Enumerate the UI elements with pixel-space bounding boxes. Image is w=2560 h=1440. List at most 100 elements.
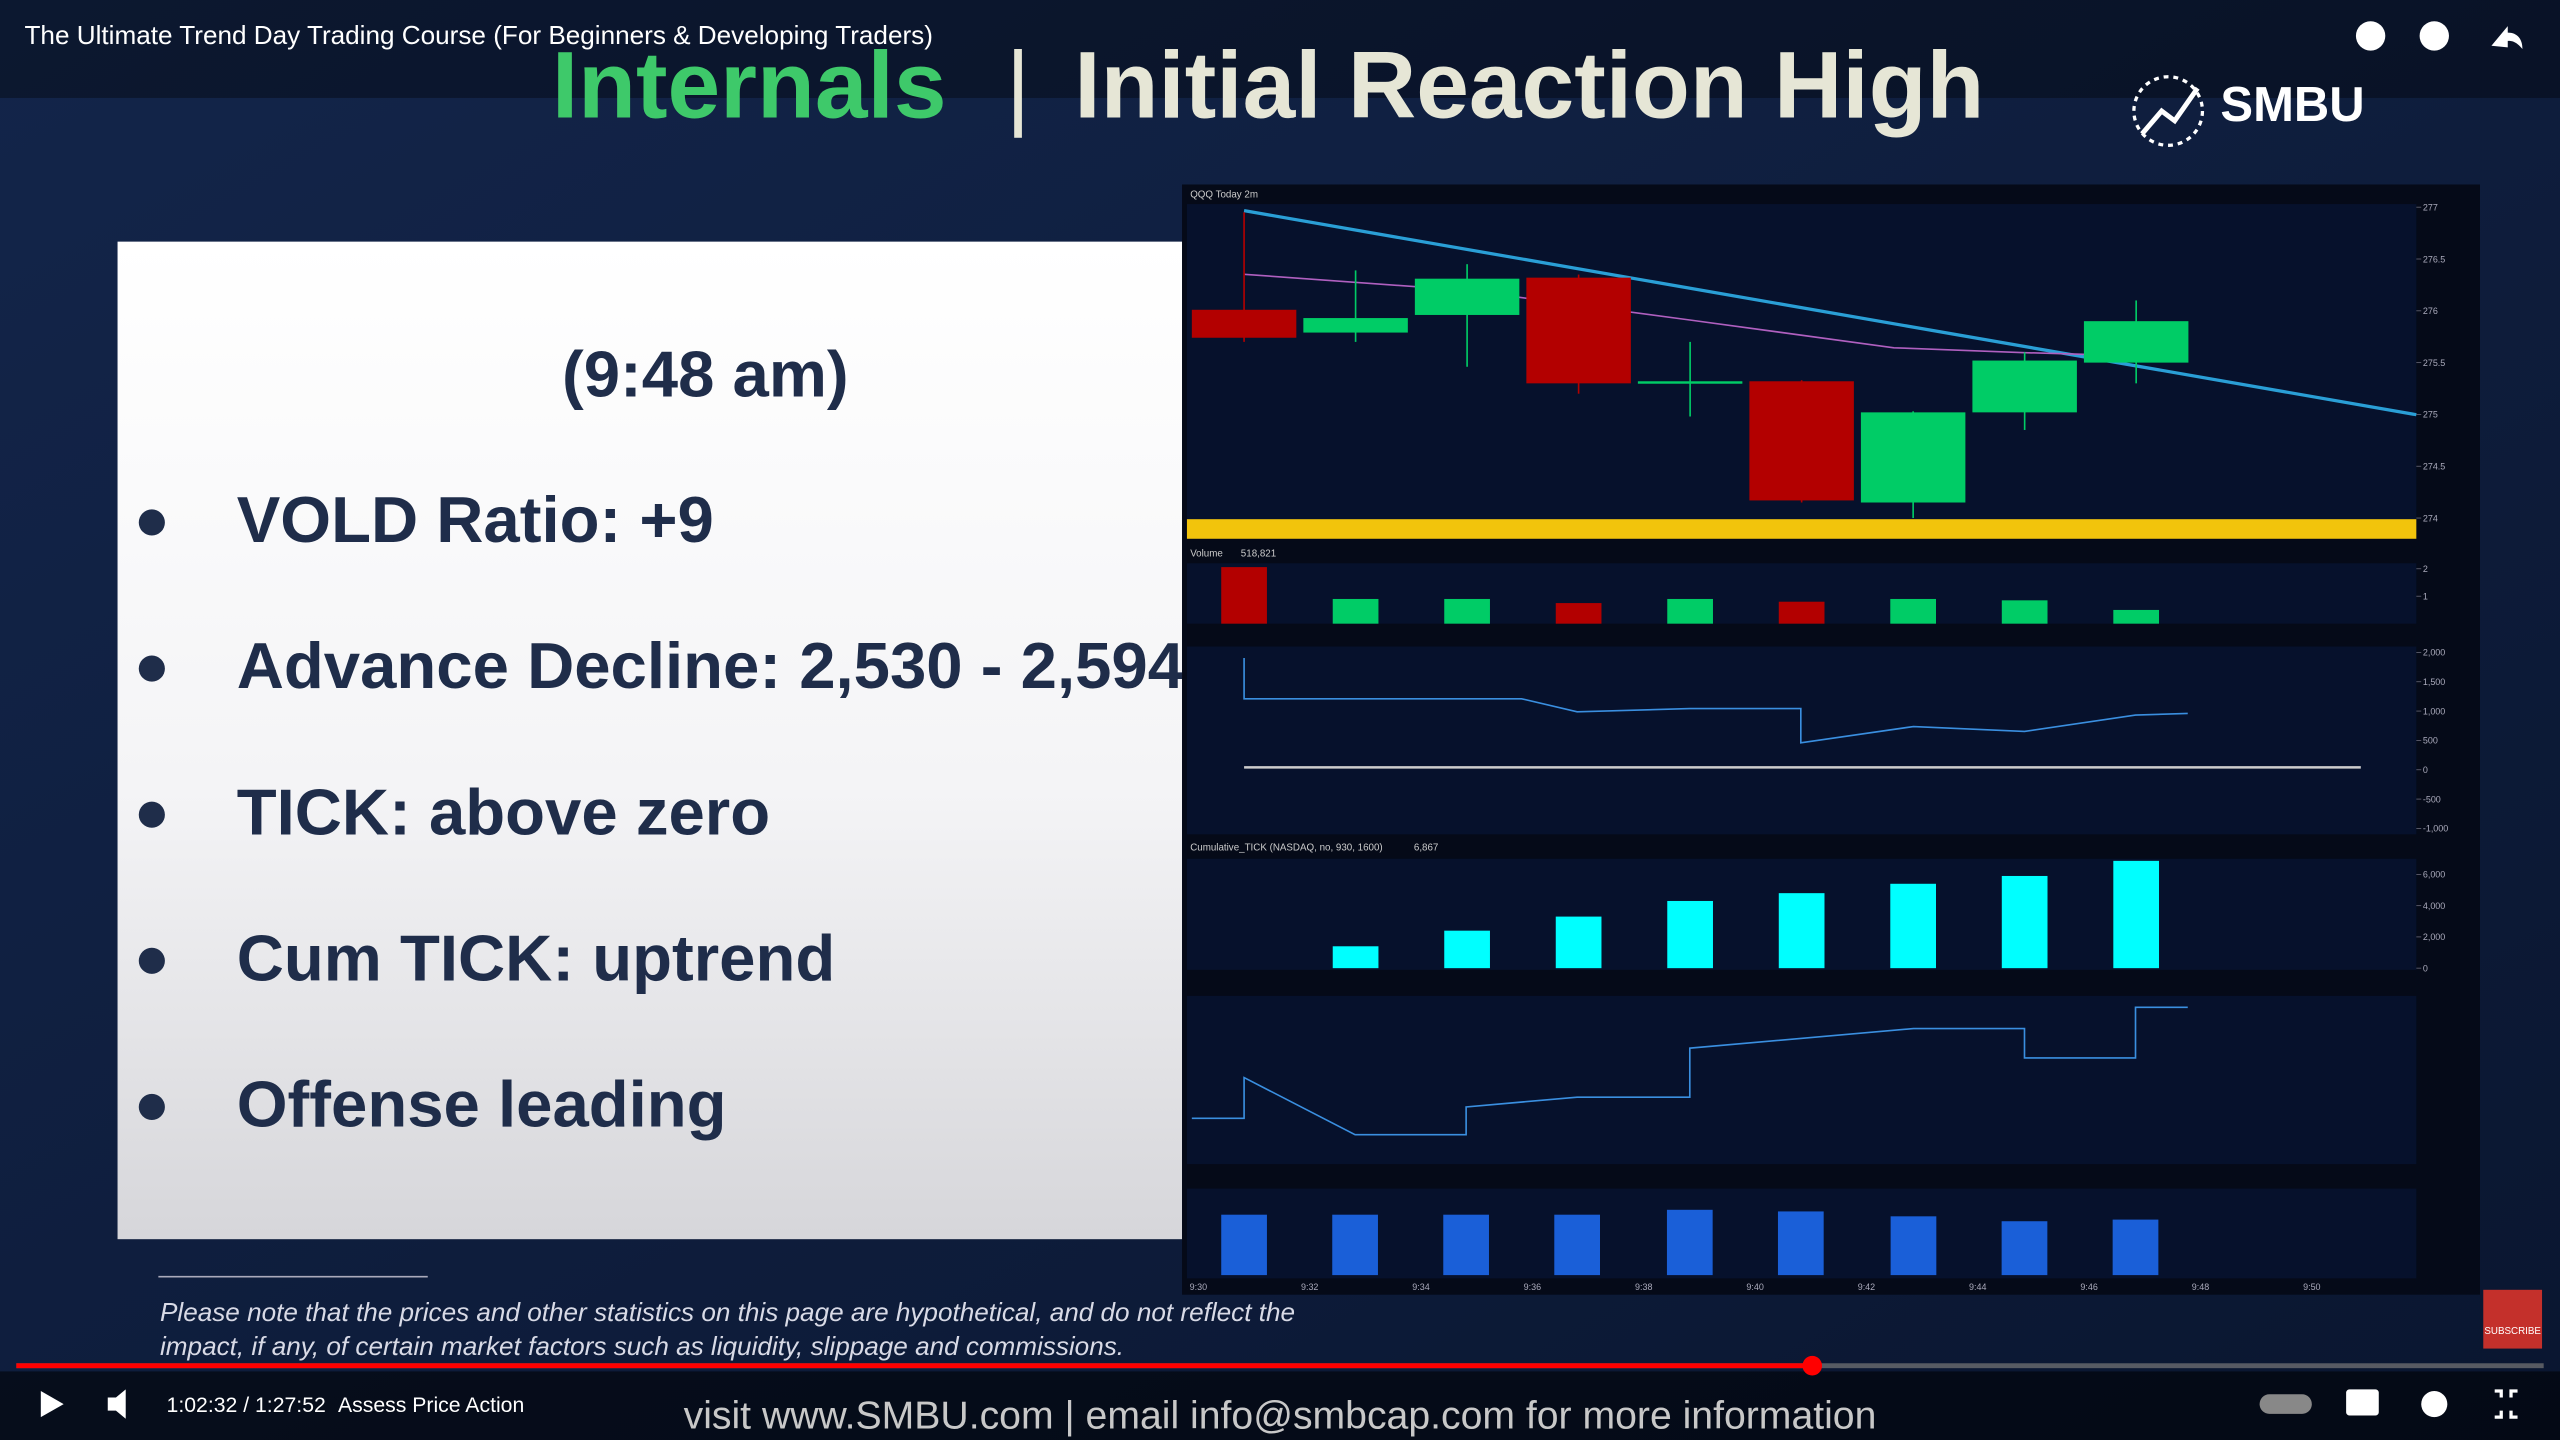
y-tick-label: 0 xyxy=(2423,963,2428,973)
x-tick-label: 9:38 xyxy=(1635,1282,1652,1292)
chart-marks: 277 276.5 276 275.5 275 274.5 274 2 1 2,000 1,500 1… xyxy=(1190,202,2449,1291)
y-tick-label: -500 xyxy=(2423,794,2441,804)
y-tick-label: 274.5 xyxy=(2423,462,2445,472)
y-tick-label: 4,000 xyxy=(2423,901,2445,911)
bullet-list: VOLD Ratio: +9 Advance Decline: 2,530 - 2… xyxy=(138,483,1184,1141)
x-tick-label: 9:36 xyxy=(1524,1282,1541,1292)
y-tick-label: 0 xyxy=(2423,765,2428,775)
disclaimer-line: impact, if any, of certain market factor… xyxy=(160,1331,1124,1361)
logo-text: SMBU xyxy=(2220,78,2364,132)
x-tick-label: 9:48 xyxy=(2192,1282,2209,1292)
trend-line xyxy=(1243,209,2417,417)
bullet-text: Advance Decline: 2,530 - 2,594 xyxy=(237,629,1184,702)
autoplay-toggle[interactable] xyxy=(2259,1394,2312,1414)
volume-bar xyxy=(1890,598,1937,624)
settings-button[interactable] xyxy=(2421,1391,2448,1418)
vold-bar xyxy=(1443,1214,1489,1276)
cum-tick-last: 6,867 xyxy=(1414,843,1438,854)
vold-bar xyxy=(1332,1214,1378,1276)
candle-body xyxy=(1637,381,1743,384)
x-tick-label: 9:30 xyxy=(1190,1282,1207,1292)
x-tick-label: 9:50 xyxy=(2303,1282,2320,1292)
video-title: The Ultimate Trend Day Trading Course (F… xyxy=(24,20,932,50)
y-tick-label: 2,000 xyxy=(2423,648,2445,658)
y-tick-label: 275.5 xyxy=(2423,358,2445,368)
vold-bar xyxy=(1554,1214,1600,1276)
candle-body xyxy=(1972,360,2077,413)
bullet-dot xyxy=(138,801,165,828)
volume-header: Volume xyxy=(1190,549,1223,560)
bullet-dot xyxy=(138,655,165,682)
vold-bar xyxy=(1666,1209,1713,1276)
vold-bars xyxy=(1221,1209,2159,1276)
candle-body xyxy=(1414,278,1520,315)
x-tick-label: 9:34 xyxy=(1412,1282,1429,1292)
watch-later-button[interactable] xyxy=(2419,21,2449,51)
logo-arrow xyxy=(2140,86,2200,136)
y-tick-label: 275 xyxy=(2423,410,2438,420)
y-tick-label: 274 xyxy=(2423,513,2438,523)
y-tick-label: 1 xyxy=(2423,591,2428,601)
progress-played[interactable] xyxy=(16,1363,1813,1369)
cum-tick-bar xyxy=(1667,900,1713,969)
cum-tick-bar xyxy=(2001,875,2048,969)
cum-tick-bar xyxy=(1555,916,1602,969)
cum-tick-bar xyxy=(2113,860,2160,969)
comparison-line xyxy=(1191,1006,2188,1136)
slide-footer: visit www.SMBU.com | email info@smbcap.c… xyxy=(684,1395,1877,1438)
vold-bar xyxy=(1777,1211,1824,1276)
candle-body xyxy=(1526,277,1631,384)
chapter-title[interactable]: Assess Price Action xyxy=(338,1394,524,1417)
controls-bar xyxy=(0,1371,2560,1440)
subscribe-label[interactable]: SUBSCRIBE xyxy=(2484,1326,2541,1337)
x-tick-label: 9:32 xyxy=(1301,1282,1318,1292)
share-button[interactable] xyxy=(2491,26,2523,49)
info-button[interactable] xyxy=(2355,21,2386,51)
captions-button[interactable] xyxy=(2346,1389,2379,1416)
volume-button[interactable] xyxy=(107,1389,126,1419)
y-tick-label: 1,000 xyxy=(2423,706,2445,716)
x-tick-label: 9:46 xyxy=(2080,1282,2097,1292)
exit-fullscreen-button[interactable] xyxy=(2494,1389,2518,1419)
subscribe-button[interactable] xyxy=(2483,1289,2543,1349)
y-tick-label: 2 xyxy=(2423,564,2428,574)
volume-bar xyxy=(1332,598,1379,624)
vold-bar xyxy=(2001,1221,2048,1276)
price-header: QQQ Today 2m xyxy=(1190,190,1258,201)
slide-title-left: Internals xyxy=(552,33,947,139)
candle-body xyxy=(1191,309,1297,338)
candle-body xyxy=(1749,381,1854,501)
volume-last: 518,821 xyxy=(1241,549,1276,560)
x-tick-label: 9:42 xyxy=(1858,1282,1875,1292)
logo-icon xyxy=(2132,75,2205,147)
top-shade xyxy=(0,0,2560,98)
vold-bar xyxy=(2112,1219,2159,1276)
bullet-text: TICK: above zero xyxy=(237,775,770,848)
candle-body xyxy=(1860,412,1966,503)
slide-title-right: Initial Reaction High xyxy=(1074,33,1984,139)
volume-bar xyxy=(1667,598,1713,624)
x-tick-label: 9:40 xyxy=(1746,1282,1763,1292)
play-button[interactable] xyxy=(40,1391,64,1418)
bullet-text: Offense leading xyxy=(237,1068,727,1141)
time-display: 1:02:32 / 1:27:52 xyxy=(167,1394,326,1417)
y-tick-label: 500 xyxy=(2423,736,2438,746)
y-tick-label: 1,500 xyxy=(2423,677,2445,687)
cum-tick-bar xyxy=(1778,893,1825,969)
cum-tick-bar xyxy=(1444,930,1490,969)
volume-bar xyxy=(1221,567,1267,624)
candle-body xyxy=(1303,318,1408,333)
cum-tick-bar xyxy=(1332,946,1379,969)
volume-bar xyxy=(2001,600,2048,624)
support-band xyxy=(1186,519,2417,539)
progress-scrubber[interactable] xyxy=(1802,1355,1823,1376)
vold-bar xyxy=(1221,1214,1267,1276)
cum-tick-bar xyxy=(1890,883,1937,969)
y-tick-label: 276 xyxy=(2423,306,2438,316)
y-tick-label: 2,000 xyxy=(2423,932,2445,942)
bullet-dot xyxy=(138,509,165,536)
bullet-text: Cum TICK: uptrend xyxy=(237,921,835,994)
volume-bar xyxy=(1778,601,1825,624)
